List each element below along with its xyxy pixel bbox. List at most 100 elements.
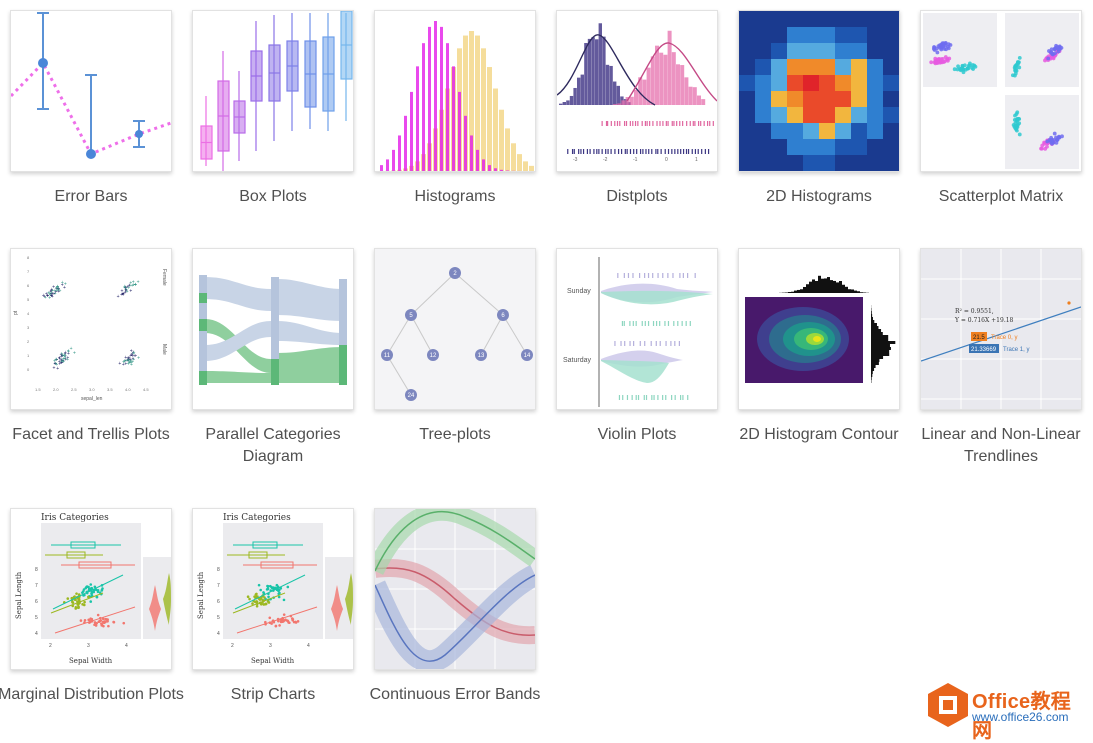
rug-mark [630,149,631,154]
parallel-categories-thumbnail[interactable] [192,248,354,410]
rug-mark [655,149,656,154]
box-plots-thumbnail[interactable] [192,10,354,172]
heatmap-cell [803,27,819,43]
splom-point [1040,144,1044,148]
splom-point [956,68,960,72]
gallery-card-label: Parallel Categories Diagram [180,424,366,468]
iris-x-tick: 3 [269,643,272,649]
iris-point [283,599,286,602]
2d-histograms-thumbnail[interactable] [738,10,900,172]
dist-bar [588,39,591,105]
marginal-distribution-thumbnail[interactable]: Iris Categories Sepal Length Sepal Width… [10,508,172,670]
continuous-error-bands-thumbnail[interactable] [374,508,536,670]
facet-point: + [66,357,69,363]
gallery-card-label: Tree-plots [362,424,548,446]
hist-bar [470,135,473,171]
rug-mark [637,121,638,126]
heatmap-cell [851,27,867,43]
heatmap-cell [835,155,851,171]
marginal-bar-x [848,289,851,293]
error-bars-thumbnail[interactable] [10,10,172,172]
histograms-thumbnail[interactable] [374,10,536,172]
facet-point: + [117,294,120,300]
rug-mark [642,121,643,126]
rug-mark [672,121,673,126]
iris-point [96,596,99,599]
iris-point [80,619,83,622]
distplots-thumbnail[interactable]: -3 -2 -1 0 1 [556,10,718,172]
dist-bar [563,102,566,105]
violin-plots-thumbnail[interactable]: Sunday Saturday [556,248,718,410]
splom-point [960,67,964,71]
hist-bar [487,67,492,171]
rug-mark [617,121,618,126]
facet-point: + [64,282,67,288]
iris-ylabel: Sepal Length [15,571,23,619]
rug-mark [583,149,584,154]
iris-point [259,589,262,592]
marginal-bar-x [818,276,821,293]
tooltip-value: 21.5 [973,335,985,341]
tree-plots-thumbnail[interactable]: 2 5 6 11 12 13 14 24 [374,248,536,410]
rug-mark [713,121,714,126]
scatterplot-matrix-thumbnail[interactable] [920,10,1082,172]
heatmap-cell [771,59,787,75]
violin-rug [687,395,688,400]
rug-mark [635,121,636,126]
heatmap-cell [755,27,771,43]
iris-point [269,585,272,588]
dist-bar [634,90,638,105]
heatmap-cell [867,139,883,155]
splom-point [1018,56,1022,60]
tree-node-label: 11 [384,353,391,359]
hist-bar [500,170,503,171]
iris-point [267,587,270,590]
dist-bar [570,96,573,105]
rug-mark [596,149,597,154]
rug-mark [621,149,622,154]
iris-point [83,588,86,591]
violin-rug [614,341,615,346]
iris-point [88,588,91,591]
marginal-bar-y [871,359,879,362]
marginal-bar-y [871,365,876,368]
hist-bar [499,110,504,171]
marginal-bar-y [871,374,872,377]
iris-point [293,621,296,624]
heatmap-cell [755,91,771,107]
heatmap-cell [883,11,899,27]
heatmap-cell [835,27,851,43]
iris-point [93,623,96,626]
rug-mark [676,121,677,126]
facet-point: + [56,285,59,291]
splom-point [929,60,933,64]
violin-rug [624,341,625,346]
marginal-bar-y [871,377,872,380]
tree-node-label: 13 [478,353,485,359]
rug-mark [668,149,669,154]
2d-histogram-contour-thumbnail[interactable] [738,248,900,410]
rug-mark [708,149,709,154]
heatmap-cell [771,11,787,27]
heatmap-cell [739,155,755,171]
dist-bar [693,87,697,105]
splom-point [963,63,967,67]
rug-mark [674,149,675,154]
trendlines-thumbnail[interactable]: R² = 0.9551, Y = 0.716X +19.18 21.5 Trac… [920,248,1082,410]
violin-rug [686,321,687,326]
hist-bar [494,168,497,171]
rug-mark [587,149,588,154]
heatmap-cell [883,59,899,75]
iris-point [90,592,93,595]
marginal-bar-x [791,292,794,293]
iris-y-tick: 4 [217,631,220,637]
heatmap-cell [883,155,899,171]
rug-mark [682,121,683,126]
splom-point [1015,125,1019,129]
facet-y-tick: 6 [27,283,30,288]
heatmap-cell [835,43,851,59]
marginal-bar-y [871,356,883,359]
strip-charts-thumbnail[interactable]: Iris Categories Sepal Length Sepal Width… [192,508,354,670]
iris-y-tick: 7 [217,583,220,589]
